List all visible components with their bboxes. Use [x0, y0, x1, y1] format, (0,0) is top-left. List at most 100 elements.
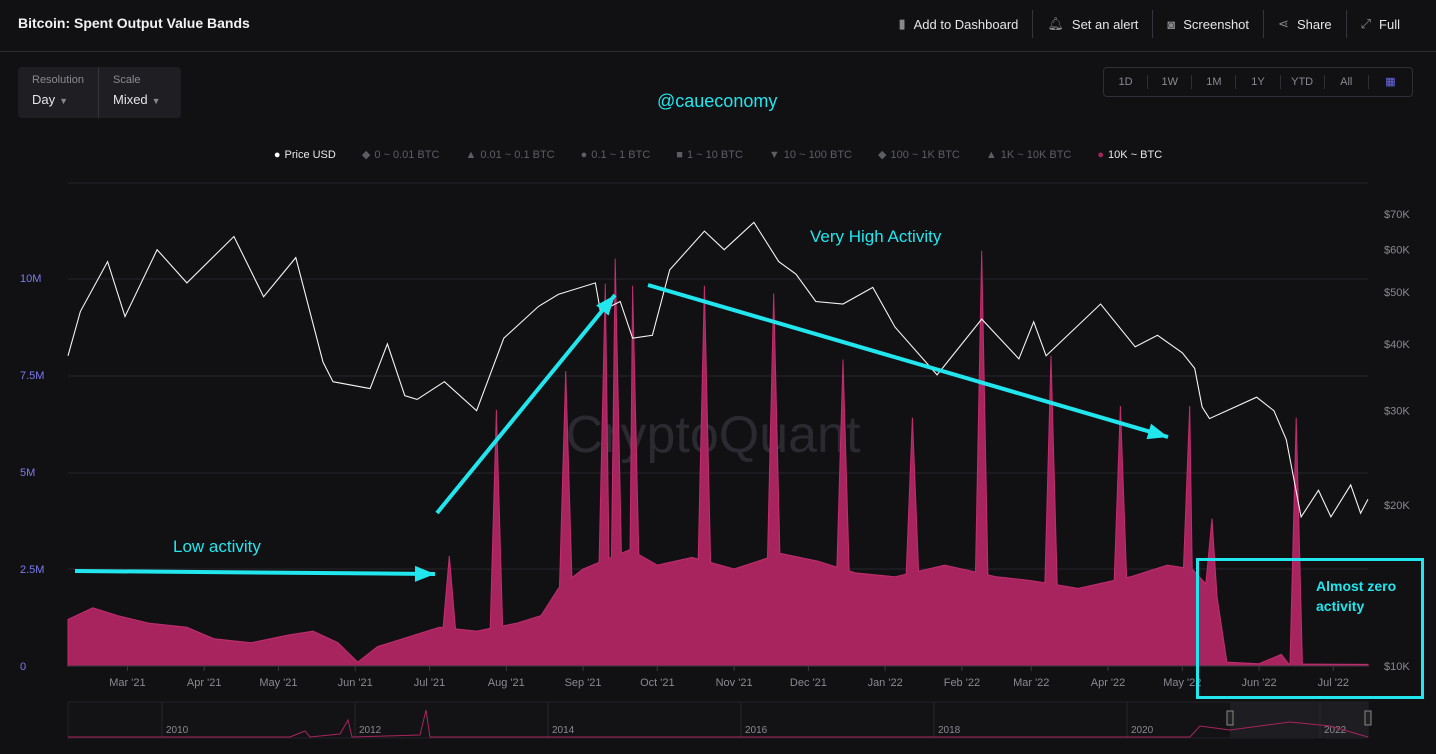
x-axis-tick: Dec '21 — [790, 677, 827, 689]
annotation-arrow — [435, 293, 617, 515]
legend-item[interactable]: ● 10K ~ BTC — [1097, 148, 1162, 161]
legend-label: Price USD — [284, 148, 336, 161]
legend-marker-icon: ▲ — [985, 148, 997, 161]
annotation-very-high-activity: Very High Activity — [810, 227, 942, 246]
left-axis-tick: 2.5M — [20, 564, 44, 576]
x-axis-tick: Oct '21 — [640, 677, 675, 689]
navigator-year-label: 2018 — [938, 725, 961, 736]
right-axis-tick: $30K — [1384, 406, 1410, 418]
legend-marker-icon: ● — [273, 148, 281, 161]
right-axis-tick: $10K — [1384, 661, 1410, 673]
legend-item[interactable]: ▼ 10 ~ 100 BTC — [769, 148, 852, 161]
x-axis-tick: Jun '21 — [338, 677, 373, 689]
right-axis-tick: $20K — [1384, 500, 1410, 512]
legend-item[interactable]: ◆ 0 ~ 0.01 BTC — [362, 148, 440, 162]
left-axis-tick: 5M — [20, 467, 35, 479]
left-axis-tick: 10M — [20, 273, 41, 285]
navigator-series — [68, 709, 1369, 738]
legend-label: 1 ~ 10 BTC — [686, 148, 743, 161]
legend-label: 10K ~ BTC — [1108, 148, 1163, 161]
add-to-dashboard-button[interactable]: ▮ Add to Dashboard — [884, 10, 1032, 38]
legend-item[interactable]: ● 0.1 ~ 1 BTC — [581, 148, 651, 161]
legend-item[interactable]: ● Price USD — [274, 148, 336, 161]
annotation-box — [1196, 558, 1424, 699]
left-axis-tick: 7.5M — [20, 370, 44, 382]
action-label: Screenshot — [1183, 16, 1250, 32]
navigator — [67, 701, 1369, 739]
page-title: Bitcoin: Spent Output Value Bands — [18, 15, 250, 31]
screenshot-button[interactable]: ◙ Screenshot — [1152, 10, 1263, 38]
navigator-year-label: 2014 — [552, 725, 575, 736]
calendar-icon[interactable]: ▦ — [1367, 75, 1412, 89]
legend-label: 0 ~ 0.01 BTC — [374, 148, 440, 161]
scale-label: Scale — [112, 74, 141, 86]
right-axis-tick: $60K — [1384, 245, 1410, 257]
x-axis-tick: May '21 — [259, 677, 297, 689]
annotation-low-activity: Low activity — [173, 537, 261, 556]
legend-label: 100 ~ 1K BTC — [890, 148, 960, 161]
resolution-label: Resolution — [32, 74, 84, 86]
range-ytd[interactable]: YTD — [1279, 75, 1324, 89]
header: Bitcoin: Spent Output Value Bands ▮ Add t… — [0, 0, 1436, 52]
navigator-handle[interactable] — [1226, 710, 1234, 726]
x-axis-tick: Sep '21 — [565, 677, 602, 689]
arrow-head-icon — [1146, 423, 1168, 440]
range-1d[interactable]: 1D — [1118, 76, 1133, 88]
legend-item[interactable]: ◆ 100 ~ 1K BTC — [878, 148, 960, 162]
range-1w[interactable]: 1W — [1147, 75, 1191, 89]
arrow-head-icon — [414, 565, 435, 582]
header-actions: ▮ Add to Dashboard 🔔︎ Set an alert ◙ Screensh… — [884, 10, 1414, 38]
action-label: Share — [1296, 16, 1332, 32]
right-axis-tick: $40K — [1384, 339, 1410, 351]
series-10k-btc-area — [67, 250, 1369, 667]
x-axis-tick: Apr '21 — [187, 677, 222, 689]
legend-label: 1K ~ 10K BTC — [1000, 148, 1072, 161]
legend-marker-icon: ▼ — [768, 148, 780, 161]
legend-label: 0.1 ~ 1 BTC — [591, 148, 651, 161]
annotation-arrow — [74, 569, 436, 576]
navigator-handle[interactable] — [1364, 710, 1372, 726]
legend-label: 0.01 ~ 0.1 BTC — [480, 148, 555, 161]
x-axis-tick: Jul '21 — [414, 677, 445, 689]
series-price-usd-line — [67, 221, 1369, 519]
navigator-year-label: 2022 — [1324, 725, 1347, 736]
bell-icon: 🔔︎ — [1047, 16, 1064, 31]
legend-marker-icon: ● — [1097, 148, 1105, 161]
legend-item[interactable]: ▲ 0.01 ~ 0.1 BTC — [465, 148, 554, 161]
x-axis-tick: Mar '21 — [109, 677, 145, 689]
legend-marker-icon: ▲ — [465, 148, 477, 161]
scale-dropdown[interactable]: Scale Mixed ▼ — [97, 67, 175, 118]
chart-legend: ● Price USD ◆ 0 ~ 0.01 BTC ▲ 0.01 ~ 0.1 BTC ● 0… — [0, 148, 1436, 162]
scale-value: Mixed — [112, 92, 148, 107]
annotation-almost-zero: Almost zero activity — [1316, 578, 1397, 614]
chart-controls: Resolution Day ▼ Scale Mixed ▼ — [18, 67, 181, 118]
range-1y[interactable]: 1Y — [1235, 75, 1279, 89]
x-axis-tick: Apr '22 — [1091, 677, 1126, 689]
navigator-selection — [1230, 702, 1368, 738]
range-1m[interactable]: 1M — [1191, 75, 1235, 89]
right-axis-tick: $50K — [1384, 287, 1410, 299]
legend-marker-icon: ■ — [676, 148, 683, 161]
legend-label: 10 ~ 100 BTC — [783, 148, 852, 161]
action-label: Set an alert — [1071, 16, 1139, 32]
right-axis-tick: $70K — [1384, 209, 1410, 221]
x-axis-tick: Feb '22 — [944, 677, 980, 689]
x-axis-tick: Aug '21 — [488, 677, 525, 689]
time-range-selector: 1D 1W 1M 1Y YTD All ▦ — [1103, 67, 1413, 97]
resolution-dropdown[interactable]: Resolution Day ▼ — [18, 67, 98, 118]
x-axis-tick: May '22 — [1163, 677, 1201, 689]
legend-item[interactable]: ▲ 1K ~ 10K BTC — [986, 148, 1072, 161]
x-axis-tick: Jan '22 — [868, 677, 903, 689]
set-an-alert-button[interactable]: 🔔︎ Set an alert — [1032, 10, 1152, 38]
navigator-year-label: 2016 — [745, 725, 768, 736]
full-button[interactable]: ⤢ Full — [1345, 10, 1414, 38]
camera-icon: ◙ — [1167, 16, 1176, 32]
legend-item[interactable]: ■ 1 ~ 10 BTC — [676, 148, 743, 161]
share-button[interactable]: ⋖ Share — [1263, 10, 1346, 38]
bookmark-icon: ▮ — [898, 16, 906, 31]
annotation-arrow — [647, 283, 1169, 439]
range-all[interactable]: All — [1323, 75, 1368, 89]
resolution-value: Day — [32, 92, 56, 107]
navigator-year-label: 2020 — [1131, 725, 1154, 736]
